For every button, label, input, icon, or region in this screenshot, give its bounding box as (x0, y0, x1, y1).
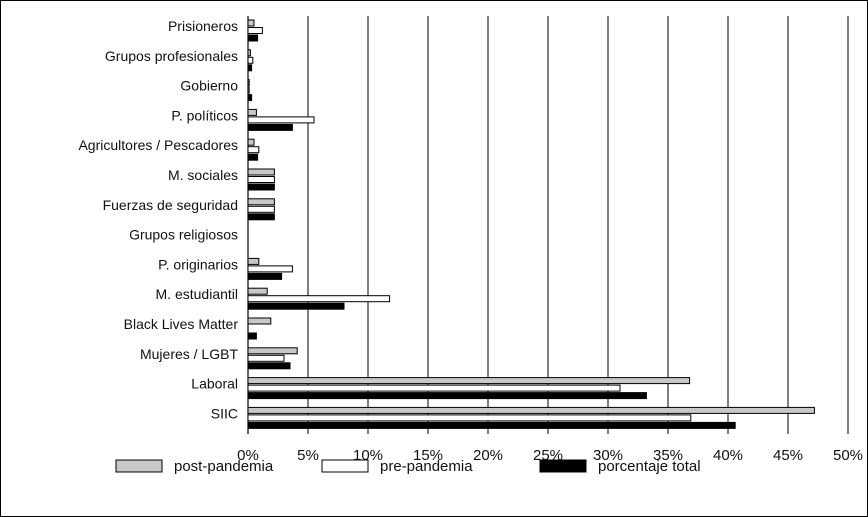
legend-swatch (539, 459, 587, 473)
bar (247, 302, 345, 310)
legend-swatch (115, 459, 163, 473)
bar (247, 146, 260, 154)
x-tick-label: 15% (413, 447, 443, 464)
category-label: Prisioneros (168, 18, 238, 34)
bar (247, 79, 250, 87)
bar (247, 287, 268, 295)
bar (247, 49, 251, 57)
x-tick-label: 45% (773, 447, 803, 464)
bar (247, 354, 285, 362)
bar (247, 64, 253, 72)
bar (247, 168, 275, 176)
x-tick-label: 20% (473, 447, 503, 464)
bar (247, 94, 253, 102)
bar (247, 19, 255, 27)
category-label: M. sociales (168, 167, 238, 183)
bar (247, 176, 275, 183)
bar (247, 295, 391, 303)
bar (247, 362, 291, 370)
bar (247, 116, 315, 124)
legend-label: pre-pandemia (380, 458, 473, 475)
category-label: SIIC (211, 405, 238, 421)
category-label: M. estudiantil (156, 286, 238, 302)
bar (247, 406, 815, 414)
legend-label: post-pandemia (174, 458, 274, 475)
bar (247, 205, 275, 213)
category-label: P. originarios (158, 256, 238, 272)
bar (247, 347, 298, 355)
bar (247, 332, 257, 340)
bar (247, 414, 692, 422)
bar (247, 183, 275, 191)
category-label: Laboral (191, 376, 238, 392)
bar (247, 272, 283, 280)
category-label: Grupos profesionales (105, 48, 238, 64)
bar (247, 265, 293, 273)
category-label: Gobierno (180, 78, 238, 94)
x-tick-label: 50% (833, 447, 863, 464)
category-label: Black Lives Matter (124, 316, 239, 332)
category-label: Fuerzas de seguridad (103, 197, 238, 213)
x-tick-label: 30% (593, 447, 623, 464)
bar (247, 317, 272, 325)
bar (247, 34, 259, 42)
bar (247, 108, 257, 116)
legend-swatch (321, 459, 369, 473)
category-label: Agricultores / Pescadores (78, 137, 238, 153)
category-label: Mujeres / LGBT (140, 346, 238, 362)
bar (247, 153, 259, 161)
bar (247, 138, 255, 146)
x-tick-label: 5% (297, 447, 319, 464)
legend-label: porcentaje total (598, 458, 701, 475)
bar (247, 257, 260, 265)
bar (247, 56, 254, 64)
bar (247, 213, 275, 221)
category-label: P. políticos (171, 107, 238, 123)
bar (247, 377, 691, 385)
bar (247, 27, 263, 34)
bar (247, 384, 621, 392)
category-label: Grupos religiosos (129, 227, 238, 243)
bar (247, 86, 250, 94)
x-tick-label: 40% (713, 447, 743, 464)
bar (247, 421, 736, 429)
x-tick-label: 35% (653, 447, 683, 464)
x-tick-label: 0% (237, 447, 259, 464)
bar (247, 198, 275, 206)
bar (247, 392, 647, 400)
bar (247, 123, 293, 131)
